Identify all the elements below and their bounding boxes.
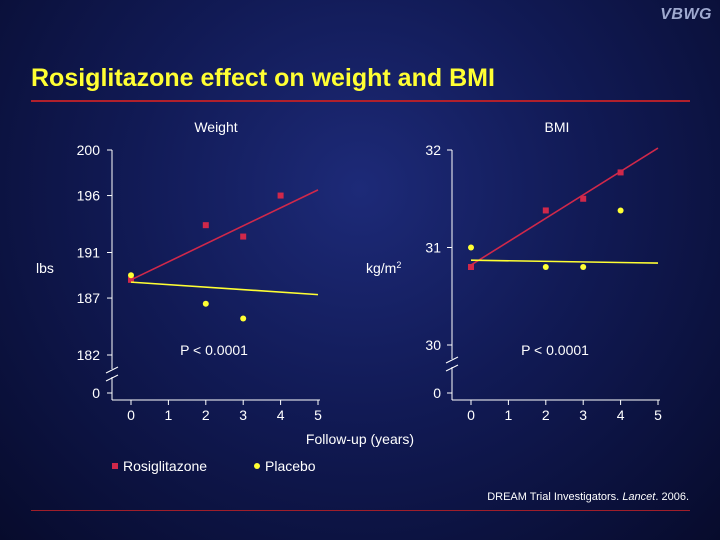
bmi-x-tick-label: 0 xyxy=(467,407,475,423)
citation-year: 2006. xyxy=(661,491,689,503)
weight-x-tick-label: 4 xyxy=(277,407,285,423)
bmi-y-tick-label: 32 xyxy=(425,142,441,158)
legend-marker-placebo xyxy=(254,463,260,469)
bmi-placebo-point xyxy=(542,264,549,270)
weight-x-tick-label: 0 xyxy=(127,407,135,423)
weight-placebo-point xyxy=(240,315,247,322)
weight-rosiglitazone-trend-line xyxy=(130,189,319,281)
bmi-x-tick-label: 5 xyxy=(654,407,662,423)
bmi-rosiglitazone-point xyxy=(542,207,549,214)
bmi-x-tick-label: 2 xyxy=(542,407,550,423)
weight-placebo-point xyxy=(202,300,209,307)
weight-rosiglitazone-point xyxy=(128,276,134,283)
footer-divider xyxy=(31,510,690,511)
weight-x-tick-label: 3 xyxy=(239,407,247,423)
bmi-rosiglitazone-point xyxy=(617,169,624,176)
bmi-axis-break-mark xyxy=(445,356,459,364)
x-axis-label: Follow-up (years) xyxy=(306,431,414,447)
weight-y-tick-label: 187 xyxy=(77,290,101,306)
weight-p-value-annotation: P < 0.0001 xyxy=(180,342,248,358)
citation-journal: Lancet xyxy=(622,491,656,503)
bmi-y-axis-label: kg/m2 xyxy=(366,260,401,276)
bmi-y-tick-label: 30 xyxy=(425,337,441,353)
weight-rosiglitazone-point xyxy=(202,222,209,229)
weight-y-tick-label: 182 xyxy=(77,347,101,363)
weight-y-tick-label: 200 xyxy=(77,142,101,158)
bmi-placebo-point xyxy=(617,207,624,214)
citation-year-dot: . xyxy=(655,491,662,503)
bmi-y-axis-label-superscript: 2 xyxy=(396,260,401,270)
bmi-p-value-annotation: P < 0.0001 xyxy=(521,342,589,358)
bmi-axis-break-mark xyxy=(445,364,459,372)
weight-y-tick-label: 196 xyxy=(77,188,101,204)
bmi-placebo-point xyxy=(468,244,474,251)
legend-label-rosiglitazone: Rosiglitazone xyxy=(123,458,207,474)
citation-authors: DREAM Trial Investigators. xyxy=(487,491,620,503)
slide-title: Rosiglitazone effect on weight and BMI xyxy=(31,64,495,92)
bmi-chart-title: BMI xyxy=(545,119,570,135)
bmi-rosiglitazone-point xyxy=(580,195,587,202)
weight-axis-break-mark xyxy=(105,374,119,382)
bmi-rosiglitazone-trend-line xyxy=(470,147,659,266)
weight-y-tick-label: 191 xyxy=(77,245,101,261)
weight-y-tick-label: 0 xyxy=(92,385,100,401)
bmi-x-tick-label: 1 xyxy=(505,407,513,423)
bmi-x-tick-label: 4 xyxy=(617,407,625,423)
bmi-y-tick-label: 31 xyxy=(425,240,441,256)
weight-y-axis-label: lbs xyxy=(36,260,54,276)
bmi-placebo-trend-line xyxy=(470,259,659,264)
legend-marker-rosiglitazone xyxy=(112,463,118,469)
vbwg-logo: VBWG xyxy=(660,6,712,23)
weight-axis-break-mark xyxy=(105,366,119,374)
weight-rosiglitazone-point xyxy=(277,192,284,199)
bmi-placebo-point xyxy=(580,264,587,270)
weight-x-tick-label: 2 xyxy=(202,407,210,423)
weight-chart-title: Weight xyxy=(194,119,237,135)
weight-placebo-trend-line xyxy=(130,281,319,296)
weight-x-tick-label: 1 xyxy=(165,407,173,423)
weight-placebo-point xyxy=(128,272,134,279)
bmi-rosiglitazone-point xyxy=(468,264,474,270)
weight-x-tick-label: 5 xyxy=(314,407,322,423)
legend-label-placebo: Placebo xyxy=(265,458,316,474)
weight-rosiglitazone-point xyxy=(240,233,247,240)
bmi-x-tick-label: 3 xyxy=(579,407,587,423)
citation: DREAM Trial Investigators. Lancet. 2006. xyxy=(487,491,689,503)
bmi-y-tick-label: 0 xyxy=(433,385,441,401)
title-divider xyxy=(31,100,690,102)
